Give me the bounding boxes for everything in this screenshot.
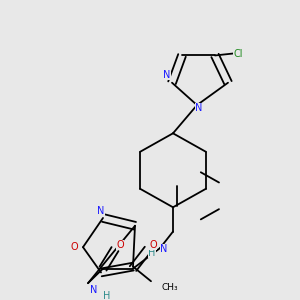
Text: O: O [116,240,124,250]
Text: N: N [90,285,98,295]
Text: N: N [163,70,171,80]
Text: H: H [148,248,156,258]
Text: H: H [103,291,111,300]
Text: N: N [97,206,105,216]
Text: N: N [160,244,168,254]
Text: N: N [195,103,203,113]
Text: CH₃: CH₃ [161,283,178,292]
Text: Cl: Cl [233,49,243,58]
Text: O: O [70,242,78,252]
Text: O: O [149,240,157,250]
